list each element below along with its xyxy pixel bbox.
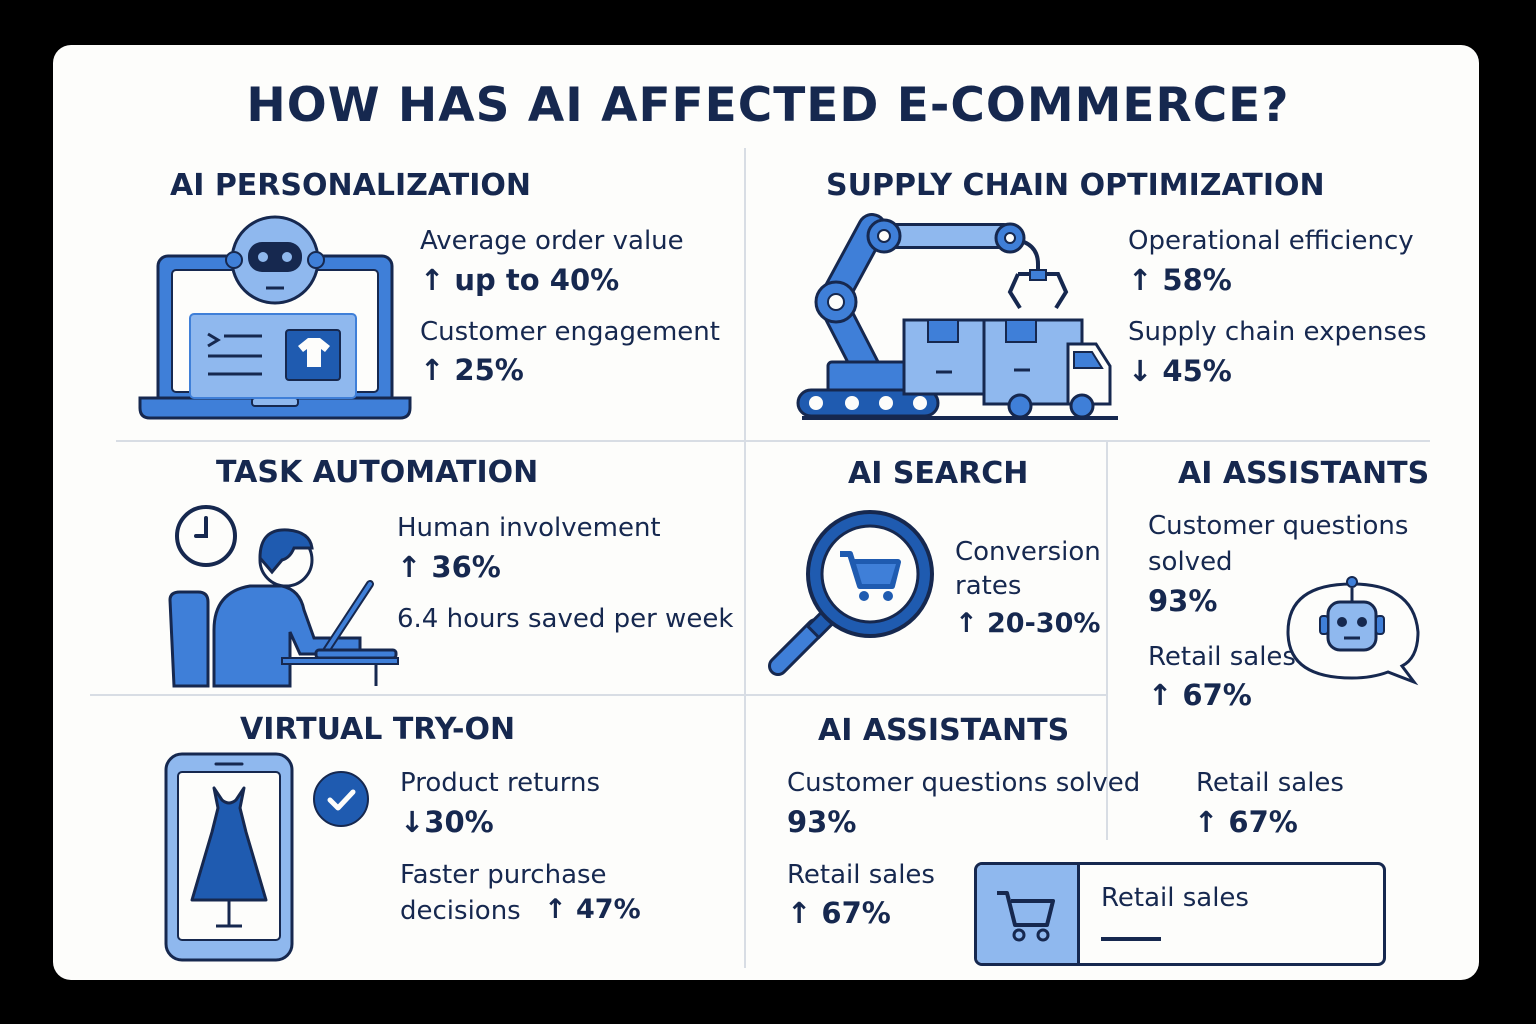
personalization-label-1: Average order value bbox=[420, 226, 684, 256]
ai-assistants-bottom-stat-1: 93% bbox=[787, 805, 857, 839]
ai-assistants-right-label-line-2: solved bbox=[1148, 547, 1233, 577]
retail-sales-card-icon-panel bbox=[977, 865, 1080, 963]
ai-assistants-right-stat-2: ↑ 67% bbox=[1148, 678, 1252, 712]
magnifier-cart-icon bbox=[768, 510, 934, 676]
ai-assistants-bottom-stat-2: ↑ 67% bbox=[787, 896, 891, 930]
ai-assistants-right-stat-1: 93% bbox=[1148, 584, 1218, 618]
ai-assistants-bottom-heading: AI ASSISTANTS bbox=[818, 713, 1070, 748]
task-automation-heading: TASK AUTOMATION bbox=[216, 455, 539, 490]
checkmark-icon bbox=[313, 771, 369, 827]
virtual-try-on-label-1: Product returns bbox=[400, 768, 601, 798]
ai-search-heading: AI SEARCH bbox=[848, 456, 1029, 491]
horizontal-divider-top bbox=[116, 440, 1430, 442]
retail-sales-card: Retail sales bbox=[974, 862, 1386, 966]
shopping-cart-icon bbox=[997, 891, 1055, 942]
ai-assistants-bottom-label-2: Retail sales bbox=[787, 860, 935, 890]
personalization-label-2: Customer engagement bbox=[420, 317, 720, 347]
virtual-try-on-label-2-line-2: decisions bbox=[400, 896, 521, 926]
vertical-divider-right bbox=[1106, 442, 1108, 840]
ai-search-label-line-2: rates bbox=[955, 571, 1022, 601]
ai-assistants-bottom-stat-3: ↑ 67% bbox=[1194, 805, 1298, 839]
supply-chain-label-2: Supply chain expenses bbox=[1128, 317, 1427, 347]
ai-assistants-right-heading: AI ASSISTANTS bbox=[1178, 456, 1430, 491]
task-automation-label-2: 6.4 hours saved per week bbox=[397, 604, 734, 634]
supply-chain-heading: SUPPLY CHAIN OPTIMIZATION bbox=[826, 168, 1325, 203]
virtual-try-on-stat-1: ↓30% bbox=[400, 805, 494, 839]
ai-assistants-bottom-label-1: Customer questions solved bbox=[787, 768, 1141, 798]
ai-search-stat-1: ↑ 20-30% bbox=[955, 608, 1101, 639]
supply-chain-stat-1: ↑ 58% bbox=[1128, 263, 1232, 297]
virtual-try-on-heading: VIRTUAL TRY-ON bbox=[240, 712, 516, 747]
personalization-stat-1: ↑ up to 40% bbox=[420, 263, 620, 297]
person-at-laptop-icon bbox=[168, 528, 399, 688]
horizontal-divider-middle bbox=[90, 694, 1106, 696]
retail-sales-card-underline bbox=[1101, 937, 1161, 941]
ai-assistants-right-label-line-1: Customer questions bbox=[1148, 511, 1409, 541]
personalization-stat-2: ↑ 25% bbox=[420, 353, 524, 387]
robotic-arm-truck-icon bbox=[796, 213, 1118, 420]
personalization-heading: AI PERSONALIZATION bbox=[170, 168, 531, 203]
chat-bubble-robot-icon bbox=[1286, 576, 1420, 686]
ai-search-label-line-1: Conversion bbox=[955, 537, 1101, 567]
vertical-divider-main bbox=[744, 148, 746, 968]
retail-sales-card-label: Retail sales bbox=[1101, 883, 1249, 913]
clock-icon bbox=[175, 505, 237, 567]
phone-dress-icon bbox=[164, 752, 294, 962]
ai-assistants-bottom-label-3: Retail sales bbox=[1196, 768, 1344, 798]
task-automation-label-1: Human involvement bbox=[397, 513, 661, 543]
supply-chain-stat-2: ↓ 45% bbox=[1128, 354, 1232, 388]
supply-chain-label-1: Operational efficiency bbox=[1128, 226, 1414, 256]
virtual-try-on-stat-2: ↑ 47% bbox=[544, 894, 641, 925]
ai-assistants-right-label-2: Retail sales bbox=[1148, 642, 1296, 672]
virtual-try-on-label-2-line-1: Faster purchase bbox=[400, 860, 607, 890]
laptop-robot-icon bbox=[138, 215, 412, 420]
task-automation-stat-1: ↑ 36% bbox=[397, 550, 501, 584]
page-title: HOW HAS AI AFFECTED E-COMMERCE? bbox=[246, 78, 1290, 133]
